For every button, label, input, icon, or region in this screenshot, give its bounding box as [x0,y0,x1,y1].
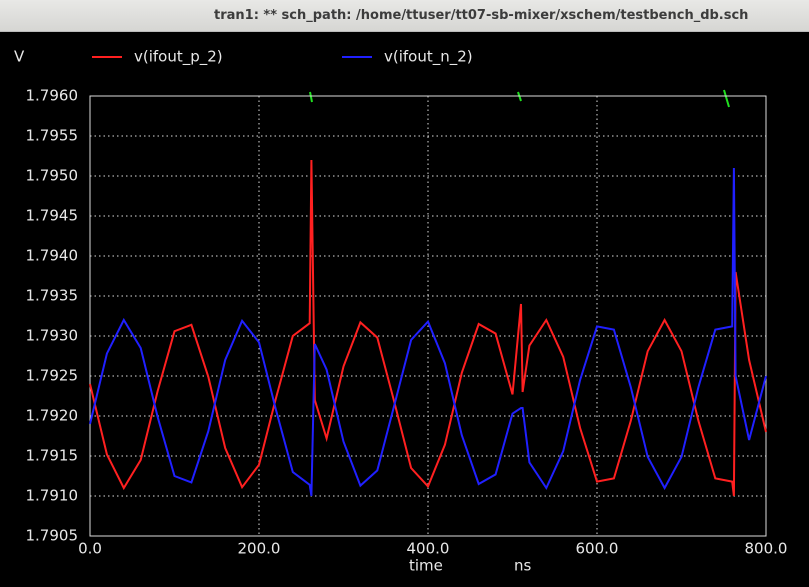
x-tick-label: 200.0 [238,540,281,558]
y-tick-label: 1.7935 [26,287,79,305]
legend-label: v(ifout_p_2) [134,48,223,67]
y-tick-label: 1.7905 [26,527,79,545]
y-tick-label: 1.7960 [26,87,79,105]
y-axis-label: V [14,48,25,66]
series-line [89,159,767,497]
x-tick-label: 600.0 [576,540,619,558]
x-axis-label: time [409,557,443,575]
x-tick-label: 800.0 [745,540,788,558]
y-tick-label: 1.7955 [26,127,79,145]
y-tick-label: 1.7940 [26,247,79,265]
plot-frame [89,95,767,537]
y-tick-label: 1.7945 [26,207,79,225]
y-tick-label: 1.7950 [26,167,79,185]
y-tick-label: 1.7915 [26,447,79,465]
clipped-mark [309,91,313,103]
y-tick-label: 1.7910 [26,487,79,505]
clipped-mark [723,89,730,108]
y-tick-label: 1.7920 [26,407,79,425]
x-tick-label: 0.0 [78,540,102,558]
series-line [89,167,767,497]
window-title: tran1: ** sch_path: /home/ttuser/tt07-sb… [214,8,749,23]
x-unit-label: ns [514,557,532,575]
background [0,32,809,587]
x-tick-label: 400.0 [407,540,450,558]
y-tick-label: 1.7925 [26,367,79,385]
chart: V time ns 1.7905 1.7910 1.7915 1.7920 1.7925… [0,32,809,587]
title-bar: tran1: ** sch_path: /home/ttuser/tt07-sb… [0,0,809,32]
y-tick-label: 1.7930 [26,327,79,345]
legend-label: v(ifout_n_2) [384,48,473,67]
